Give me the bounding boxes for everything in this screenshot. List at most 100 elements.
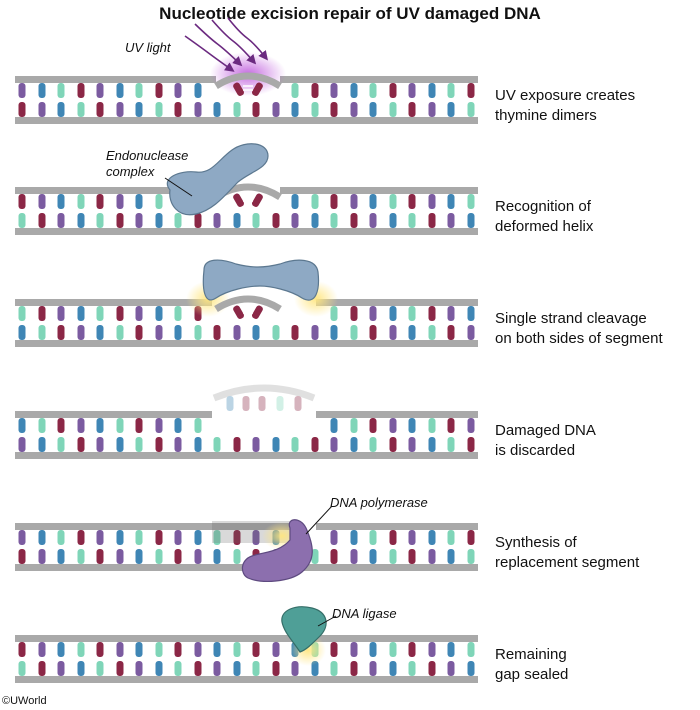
discarded-base [259,396,266,411]
base-bottom [448,213,455,228]
base-top [370,642,377,657]
base-bottom [292,661,299,676]
base-bottom [78,661,85,676]
base-top [448,642,455,657]
base-bottom [175,102,182,117]
base-bottom [351,102,358,117]
base-bottom [351,213,358,228]
base-bottom [273,102,280,117]
base-top [19,418,26,433]
base-bottom [195,325,202,340]
base-top [78,642,85,657]
step-6-line1: Remaining [495,645,700,665]
base-top [136,83,143,98]
base-bottom [58,549,65,564]
base-bottom [175,213,182,228]
base-top [429,418,436,433]
base-bottom [312,102,319,117]
bottom-backbone [15,340,478,347]
base-top [97,194,104,209]
base-top [175,306,182,321]
base-bottom [39,661,46,676]
base-bottom [292,437,299,452]
step-1-description: UV exposure creates thymine dimers [495,86,700,126]
base-top [19,194,26,209]
base-top [351,83,358,98]
base-top [351,642,358,657]
base-bottom [312,213,319,228]
dna-helix-3 [15,299,478,347]
base-bottom [58,325,65,340]
base-top [351,306,358,321]
base-bottom [429,102,436,117]
base-top [78,194,85,209]
base-bottom [19,549,26,564]
base-bottom [429,661,436,676]
copyright-notice: ©UWorld [2,695,47,707]
step-4-description: Damaged DNA is discarded [495,421,700,461]
base-bottom [234,213,241,228]
bottom-backbone [15,228,478,235]
base-bottom [468,437,475,452]
base-bottom [370,549,377,564]
base-bottom [78,549,85,564]
base-top [448,194,455,209]
base-bottom [253,213,260,228]
base-bottom [136,213,143,228]
base-bottom [58,437,65,452]
base-top [58,530,65,545]
base-bottom [97,549,104,564]
base-bottom [468,549,475,564]
base-top [331,83,338,98]
base-bottom [78,102,85,117]
base-bottom [468,102,475,117]
base-top [78,418,85,433]
base-top [78,530,85,545]
discarded-base [227,396,234,411]
endonuclease-label-line2: complex [106,164,188,180]
top-backbone-left [15,411,212,418]
base-top [390,306,397,321]
step-1-line1: UV exposure creates [495,86,700,106]
base-top [136,642,143,657]
base-bottom [19,325,26,340]
base-bottom [429,325,436,340]
base-top [117,418,124,433]
base-top [78,306,85,321]
base-bottom [156,102,163,117]
base-top [409,642,416,657]
base-top [156,642,163,657]
uv-ray-arrow [228,18,266,58]
step-6-description: Remaining gap sealed [495,645,700,685]
base-bottom [429,213,436,228]
uv-ray-arrow [185,36,232,70]
base-bottom [175,437,182,452]
base-bottom [195,102,202,117]
bottom-backbone [15,676,478,683]
base-top [117,530,124,545]
base-bottom [234,325,241,340]
base-pairs [19,642,475,676]
base-bottom [273,437,280,452]
base-bottom [78,437,85,452]
base-bottom [234,102,241,117]
base-bottom [351,325,358,340]
base-bottom [390,325,397,340]
base-bottom [97,213,104,228]
base-pairs [19,418,475,452]
uv-light-label: UV light [125,40,171,56]
base-bottom [370,437,377,452]
base-top [156,418,163,433]
base-top [214,642,221,657]
endonuclease-bound [203,260,318,300]
base-top [19,642,26,657]
base-top [429,306,436,321]
endonuclease-label-line1: Endonuclease [106,148,188,164]
base-pairs [19,306,475,340]
base-top [117,194,124,209]
base-top [351,530,358,545]
base-bottom [156,661,163,676]
base-top [19,530,26,545]
base-bottom [390,102,397,117]
step-5-line2: replacement segment [495,553,700,573]
